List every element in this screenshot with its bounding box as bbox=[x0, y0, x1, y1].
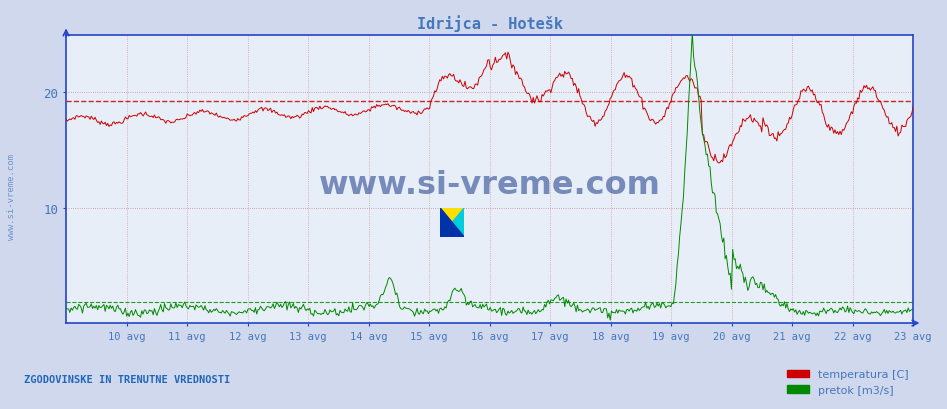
Polygon shape bbox=[440, 209, 453, 237]
Polygon shape bbox=[440, 223, 464, 237]
Polygon shape bbox=[453, 209, 464, 237]
Text: www.si-vreme.com: www.si-vreme.com bbox=[7, 153, 16, 239]
Text: www.si-vreme.com: www.si-vreme.com bbox=[319, 170, 661, 201]
Text: ZGODOVINSKE IN TRENUTNE VREDNOSTI: ZGODOVINSKE IN TRENUTNE VREDNOSTI bbox=[24, 374, 230, 384]
Legend: temperatura [C], pretok [m3/s]: temperatura [C], pretok [m3/s] bbox=[782, 365, 913, 399]
Title: Idrijca - Hotešk: Idrijca - Hotešk bbox=[417, 15, 563, 32]
Polygon shape bbox=[440, 209, 464, 223]
